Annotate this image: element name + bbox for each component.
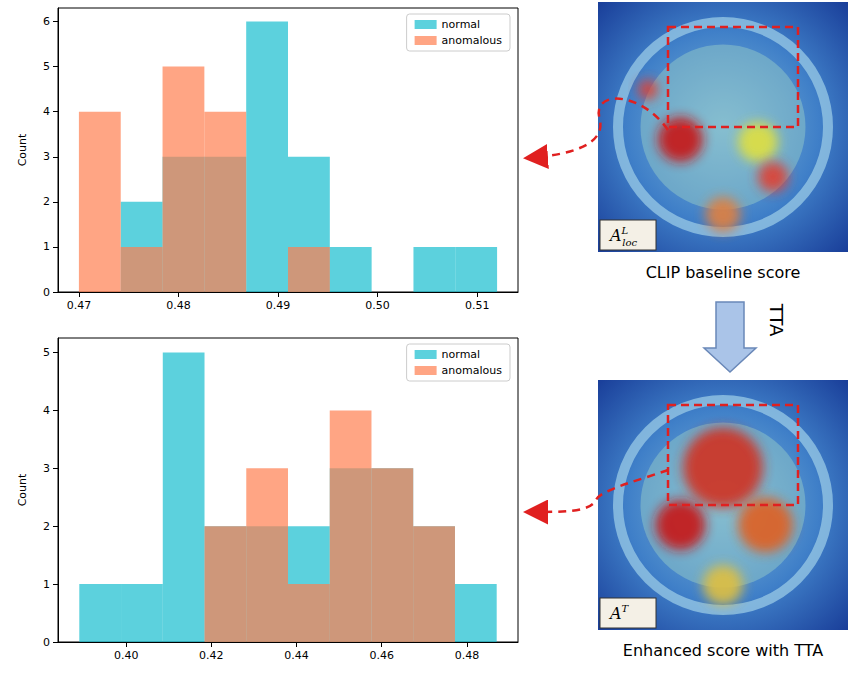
- svg-text:anomalous: anomalous: [442, 364, 503, 377]
- svg-text:3: 3: [43, 150, 50, 163]
- svg-text:1: 1: [43, 240, 50, 253]
- svg-text:4: 4: [43, 105, 50, 118]
- svg-text:Count: Count: [16, 473, 29, 506]
- svg-text:TTA: TTA: [766, 303, 787, 337]
- svg-text:AT: AT: [608, 603, 630, 623]
- svg-text:0.40: 0.40: [114, 649, 139, 662]
- svg-text:5: 5: [43, 60, 50, 73]
- svg-text:0.50: 0.50: [365, 299, 390, 312]
- svg-text:0.47: 0.47: [67, 299, 92, 312]
- svg-text:ALloc: ALloc: [608, 225, 637, 248]
- svg-text:2: 2: [43, 195, 50, 208]
- svg-text:4: 4: [43, 404, 50, 417]
- svg-text:0.44: 0.44: [284, 649, 309, 662]
- svg-text:0.51: 0.51: [465, 299, 490, 312]
- svg-text:3: 3: [43, 462, 50, 475]
- svg-text:Enhanced score with TTA: Enhanced score with TTA: [623, 641, 823, 660]
- svg-text:1: 1: [43, 578, 50, 591]
- svg-text:5: 5: [43, 346, 50, 359]
- svg-text:normal: normal: [442, 18, 481, 31]
- svg-text:0.49: 0.49: [266, 299, 291, 312]
- svg-text:2: 2: [43, 520, 50, 533]
- svg-text:CLIP baseline score: CLIP baseline score: [646, 263, 801, 282]
- svg-text:0.42: 0.42: [199, 649, 224, 662]
- svg-text:0.48: 0.48: [166, 299, 191, 312]
- svg-text:anomalous: anomalous: [442, 34, 503, 47]
- svg-text:6: 6: [43, 15, 50, 28]
- svg-text:Count: Count: [16, 133, 29, 166]
- svg-text:0: 0: [43, 636, 50, 649]
- svg-text:0: 0: [43, 286, 50, 299]
- svg-text:0.46: 0.46: [369, 649, 394, 662]
- svg-text:0.48: 0.48: [455, 649, 480, 662]
- svg-text:normal: normal: [442, 348, 481, 361]
